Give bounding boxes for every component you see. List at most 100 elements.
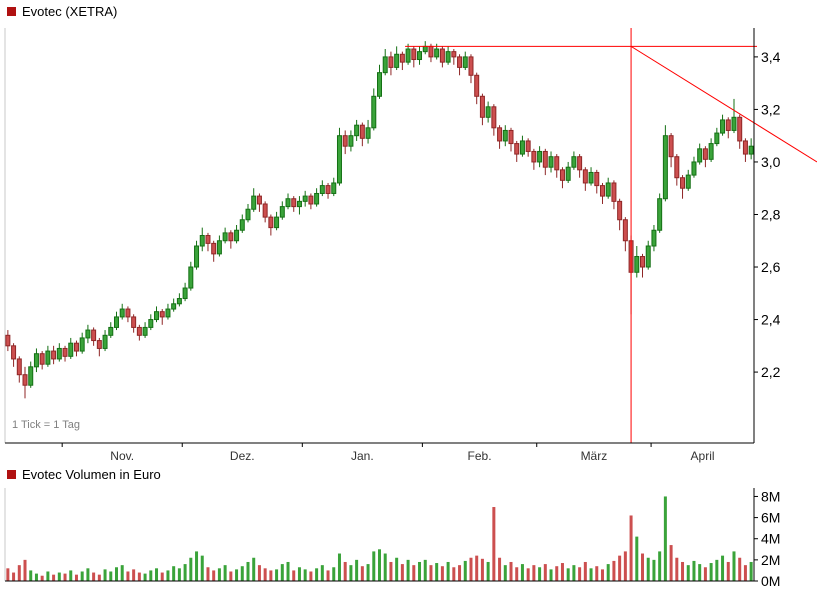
candle-body xyxy=(154,311,160,321)
volume-tick-label: 8M xyxy=(761,488,780,504)
candle-body xyxy=(640,256,646,268)
candle-body xyxy=(382,56,388,74)
candle-body xyxy=(565,166,571,181)
volume-bar xyxy=(315,568,319,581)
candle-body xyxy=(497,127,503,142)
candle-body xyxy=(51,350,57,360)
volume-bar xyxy=(74,574,78,581)
volume-bar xyxy=(406,559,410,581)
candle-body xyxy=(457,56,463,68)
volume-bar xyxy=(80,571,84,581)
candle-body xyxy=(417,51,423,61)
candle-body xyxy=(308,195,314,205)
volume-bar xyxy=(726,561,730,581)
volume-bar xyxy=(715,559,719,581)
trendline-diagonal xyxy=(630,45,817,163)
candle-body xyxy=(377,72,382,97)
volume-bar xyxy=(229,571,233,581)
volume-bar xyxy=(486,561,490,581)
volume-bar xyxy=(360,566,364,581)
volume-bar xyxy=(498,557,502,581)
volume-bar xyxy=(309,571,313,581)
volume-bar xyxy=(749,561,753,581)
volume-bar xyxy=(389,561,393,581)
candle-body xyxy=(445,51,451,63)
volume-bar xyxy=(646,557,650,581)
candle-body xyxy=(314,192,320,205)
volume-bar xyxy=(355,559,359,581)
volume-bar xyxy=(337,553,341,581)
volume-bar xyxy=(286,561,290,581)
candle-body xyxy=(245,208,251,221)
volume-bar xyxy=(149,570,153,581)
candle-body xyxy=(354,124,360,137)
candle-body xyxy=(451,51,457,58)
volume-bar xyxy=(452,567,456,581)
candle-body xyxy=(554,156,560,171)
volume-bar xyxy=(595,566,599,581)
candle-body xyxy=(622,219,628,242)
volume-bar xyxy=(246,561,250,581)
candle-body xyxy=(62,347,68,357)
volume-bar xyxy=(103,569,107,581)
candle-body xyxy=(39,353,45,365)
volume-bar xyxy=(400,564,404,581)
volume-bar xyxy=(526,568,530,581)
volume-bar xyxy=(303,569,307,581)
candle-body xyxy=(279,206,285,218)
volume-bar xyxy=(23,559,27,581)
volume-bar xyxy=(349,565,353,581)
candle-body xyxy=(725,119,731,131)
candle-body xyxy=(508,129,514,145)
volume-tick-label: 2M xyxy=(761,552,780,568)
candle-body xyxy=(691,161,697,176)
volume-bar xyxy=(206,567,210,581)
candle-body xyxy=(28,366,34,386)
candle-body xyxy=(542,150,548,168)
volume-bar xyxy=(663,496,667,581)
volume-bar xyxy=(418,561,422,581)
volume-bar xyxy=(155,568,159,581)
volume-bar xyxy=(52,574,56,581)
volume-bar xyxy=(86,568,90,581)
candle-body xyxy=(5,334,11,347)
volume-bar xyxy=(132,569,136,581)
candle-body xyxy=(731,116,737,131)
candle-body xyxy=(519,140,525,155)
candle-body xyxy=(474,74,480,97)
volume-bar xyxy=(606,564,610,581)
candle-body xyxy=(268,216,274,229)
candle-body xyxy=(617,200,623,221)
candle-body xyxy=(748,145,754,155)
volume-bar xyxy=(212,570,216,581)
volume-bar xyxy=(235,569,239,581)
candle-body xyxy=(720,119,726,134)
volume-bar xyxy=(326,570,330,581)
candle-body xyxy=(599,185,605,197)
candle-body xyxy=(611,182,617,202)
volume-bar xyxy=(92,572,96,581)
volume-bar xyxy=(520,564,524,581)
candle-body xyxy=(188,266,194,289)
candle-body xyxy=(651,229,657,247)
month-label: Nov. xyxy=(110,449,134,463)
candle-body xyxy=(73,342,79,352)
volume-bar xyxy=(600,569,604,581)
candle-body xyxy=(514,143,520,155)
candle-body xyxy=(702,148,708,160)
candle-body xyxy=(680,177,686,189)
volume-bar xyxy=(509,561,513,581)
volume-bar xyxy=(721,555,725,581)
volume-bar xyxy=(589,568,593,581)
volume-chart-header: Evotec Volumen in Euro xyxy=(7,467,161,482)
price-tick-label: 2,4 xyxy=(761,312,781,328)
volume-bar xyxy=(578,567,582,581)
volume-bar xyxy=(658,551,662,581)
candle-body xyxy=(22,374,28,386)
volume-bar xyxy=(120,565,124,581)
candle-body xyxy=(531,150,537,163)
price-chart-header: Evotec (XETRA) xyxy=(7,4,117,19)
candle-body xyxy=(737,116,743,142)
volume-bar xyxy=(538,567,542,581)
